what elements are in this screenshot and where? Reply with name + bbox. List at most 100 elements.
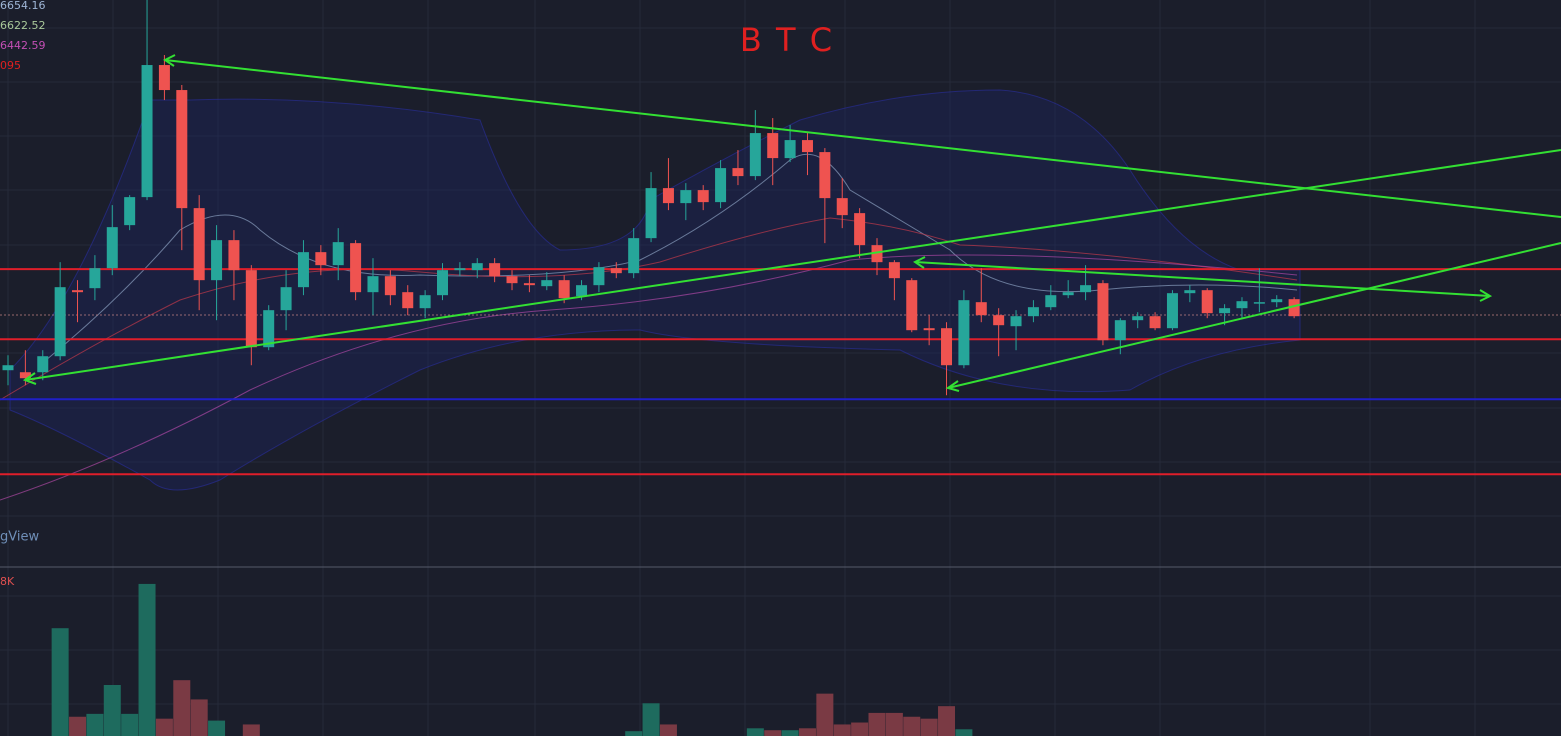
candle-body — [54, 287, 66, 357]
moving-average — [0, 217, 1298, 401]
candle-body — [19, 372, 31, 379]
candle-body — [1132, 316, 1144, 321]
candle-body — [697, 190, 709, 203]
volume-bar — [155, 718, 173, 736]
volume-tick-label: 8K — [0, 575, 15, 588]
candle-body — [819, 152, 831, 199]
volume-bar — [242, 724, 260, 736]
volume-bar — [920, 718, 938, 736]
candle-body — [1201, 290, 1213, 314]
candle-body — [419, 295, 431, 309]
candle-body — [367, 276, 379, 293]
candle-body — [854, 213, 866, 246]
candle-body — [923, 328, 935, 331]
candle-body — [263, 310, 275, 348]
candle-body — [176, 90, 188, 209]
candles — [2, 0, 1300, 396]
candle-body — [315, 252, 327, 266]
volume-bar — [816, 693, 834, 736]
candle-body — [1236, 301, 1248, 309]
indicator-label: 6654.16 — [0, 0, 46, 12]
candle-body — [454, 268, 466, 271]
candle-body — [1027, 307, 1039, 317]
volume-bar — [51, 628, 69, 736]
candle-body — [1045, 295, 1057, 308]
candle-body — [732, 168, 744, 177]
candle-body — [593, 267, 605, 286]
candle-body — [471, 263, 483, 271]
candle-body — [72, 290, 84, 293]
watermark: gView — [0, 530, 39, 545]
candle-body — [228, 240, 240, 271]
candle-body — [124, 197, 136, 226]
bollinger-band — [9, 89, 1301, 491]
candle-body — [541, 280, 553, 287]
candle-body — [402, 292, 414, 309]
candle-body — [888, 262, 900, 279]
moving-average — [39, 153, 1298, 366]
candle-body — [89, 268, 101, 289]
volume-bar — [833, 724, 851, 736]
volume-bar — [86, 713, 104, 736]
candle-body — [975, 302, 987, 316]
trendlines — [22, 54, 1561, 392]
volume-bar — [208, 720, 226, 736]
volume-bar — [69, 716, 87, 736]
candle-body — [506, 276, 518, 284]
volume-bar — [138, 583, 156, 736]
candle-body — [193, 208, 205, 281]
volume-bar — [103, 684, 121, 736]
candle-body — [1184, 290, 1196, 294]
candle-body — [958, 300, 970, 366]
volume-bars: 8K — [0, 575, 973, 736]
volume-bar — [868, 712, 886, 736]
volume-bar — [955, 729, 973, 736]
volume-bar — [781, 730, 799, 736]
candle-body — [523, 283, 535, 286]
volume-bar — [764, 730, 782, 736]
volume-bar — [746, 728, 764, 736]
indicator-labels: 6654.16 6622.52 6442.59 095 — [0, 0, 46, 72]
candle-body — [1114, 320, 1126, 341]
candle-body — [1271, 299, 1283, 303]
indicator-label: 6622.52 — [0, 19, 46, 32]
candle-body — [2, 365, 14, 371]
candle-body — [1149, 316, 1161, 329]
candle-body — [993, 315, 1005, 326]
candle-body — [610, 268, 622, 274]
candle-body — [437, 270, 448, 296]
volume-bar — [798, 728, 816, 736]
candle-body — [1219, 308, 1231, 314]
candle-body — [1080, 285, 1092, 293]
candle-body — [332, 242, 344, 266]
candle-body — [680, 190, 692, 204]
candle-body — [941, 328, 953, 366]
volume-bar — [642, 703, 660, 736]
candle-body — [628, 238, 640, 274]
candle-body — [836, 198, 848, 216]
candle-body — [37, 356, 49, 373]
candle-body — [871, 245, 883, 263]
chart-title: B T C — [740, 21, 834, 59]
candle-body — [245, 270, 257, 348]
candle-body — [489, 263, 501, 277]
candle-body — [906, 280, 918, 331]
candle-body — [662, 188, 674, 204]
candle-body — [784, 140, 796, 159]
indicator-label: 6442.59 — [0, 39, 46, 52]
candle-body — [280, 287, 292, 311]
candle-body — [384, 276, 396, 296]
candle-body — [350, 243, 362, 293]
candle-body — [211, 240, 223, 281]
candle-body — [297, 252, 309, 288]
candle-body — [1010, 316, 1022, 327]
moving-average — [0, 254, 1298, 501]
volume-bar — [190, 699, 208, 736]
candle-body — [106, 227, 118, 269]
volume-bar — [885, 712, 903, 736]
indicator-label: 095 — [0, 59, 21, 72]
volume-bar — [938, 706, 956, 736]
